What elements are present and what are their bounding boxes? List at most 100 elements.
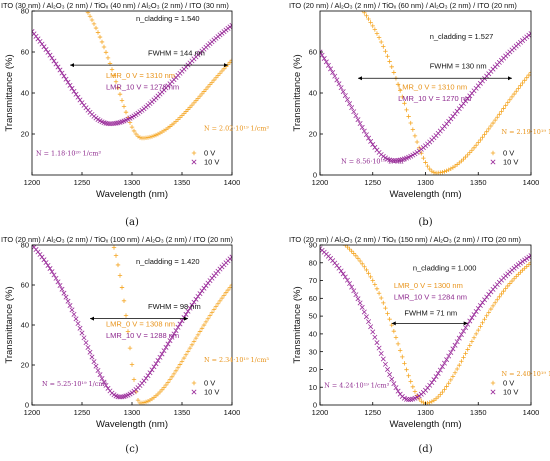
data-point: [391, 70, 397, 75]
data-point: [364, 13, 369, 18]
x-tick-label: 1250: [364, 408, 381, 417]
data-point: [524, 256, 530, 261]
legend-entry: 0 V: [503, 379, 514, 388]
data-point: [179, 318, 185, 324]
data-point: [199, 288, 205, 294]
data-point: [71, 311, 77, 317]
x-tick-label: 1400: [523, 408, 540, 417]
data-point: [431, 377, 437, 383]
data-point: [473, 331, 479, 337]
data-point: [391, 381, 397, 387]
data-point: [67, 303, 73, 308]
data-point: [469, 339, 475, 344]
data-point: [111, 73, 117, 78]
data-point: [65, 298, 71, 304]
series-10v: [32, 22, 232, 127]
data-point: [454, 339, 460, 345]
x-axis-label: Wavelength (nm): [96, 189, 168, 200]
data-point: [478, 137, 483, 143]
data-point: [526, 254, 531, 260]
data-point: [141, 378, 147, 384]
data-point: [370, 142, 376, 147]
data-point: [51, 272, 57, 278]
data-point: [189, 302, 195, 308]
data-point: [467, 343, 473, 348]
x-tick-label: 1300: [417, 178, 434, 187]
data-point: [71, 88, 77, 94]
y-tick-label: 90: [309, 241, 317, 250]
data-point: [478, 324, 483, 329]
legend-entry: 10 V: [204, 158, 219, 167]
data-point: [414, 149, 420, 155]
data-point: [442, 387, 447, 392]
data-point: [53, 275, 59, 281]
data-point: [88, 198, 92, 202]
data-point: [217, 71, 223, 76]
data-point: [173, 328, 179, 334]
y-tick-label: 40: [21, 89, 29, 98]
data-point: [389, 64, 394, 70]
data-point: [149, 134, 155, 139]
data-point: [383, 49, 388, 54]
data-point: [229, 254, 232, 260]
n-cladding-label: n_cladding = 1.420: [136, 257, 200, 266]
data-point: [217, 298, 223, 304]
data-point: [328, 66, 334, 72]
data-point: [370, 329, 376, 335]
carrier-density-10v-label: N = 5.25·10¹⁹ 1/cm³: [42, 380, 107, 388]
data-point: [221, 293, 227, 298]
data-point: [101, 379, 107, 385]
data-point: [207, 82, 213, 87]
data-point: [446, 381, 451, 386]
data-point: [482, 297, 488, 303]
data-point: [444, 168, 449, 173]
data-point: [359, 304, 365, 310]
data-point: [372, 27, 378, 32]
data-point: [87, 349, 93, 355]
data-point: [191, 100, 197, 106]
data-point: [115, 85, 121, 91]
data-point: [77, 97, 83, 103]
fwhm-arrowhead-left: [90, 316, 94, 321]
data-point: [107, 121, 113, 127]
data-point: [324, 230, 328, 234]
data-point: [167, 338, 173, 344]
lmr-10v-label: LMR_10 V = 1284 nm: [394, 292, 467, 301]
data-point: [225, 287, 231, 293]
data-point: [145, 135, 151, 140]
y-tick-label: 60: [21, 281, 29, 290]
data-point: [374, 286, 380, 292]
data-point: [425, 163, 430, 169]
data-point: [526, 72, 531, 78]
data-point: [70, 187, 74, 191]
data-point: [123, 109, 129, 115]
data-point: [463, 154, 468, 160]
data-point: [320, 49, 323, 55]
data-point: [205, 84, 211, 90]
data-point: [344, 97, 350, 103]
data-point: [368, 138, 374, 144]
y-tick-label: 40: [21, 321, 29, 330]
data-point: [131, 128, 137, 134]
data-point: [189, 342, 195, 348]
data-point: [177, 362, 183, 367]
data-point: [318, 227, 322, 231]
data-point: [511, 91, 517, 97]
fwhm-arrowhead-right: [463, 321, 468, 326]
data-point: [61, 73, 67, 79]
panel-caption: (a): [125, 217, 139, 228]
y-axis-label: Transmittance (%): [292, 286, 303, 363]
data-point: [151, 133, 157, 139]
data-point: [338, 268, 344, 274]
data-point: [143, 375, 149, 381]
series-0v: [318, 227, 531, 405]
data-point: [366, 271, 371, 276]
data-point: [433, 396, 439, 401]
legend-marker: [191, 389, 197, 395]
data-point: [64, 185, 68, 189]
data-point: [102, 217, 106, 221]
data-point: [509, 278, 515, 284]
data-point: [357, 300, 363, 306]
data-point: [197, 329, 203, 334]
data-point: [37, 38, 43, 44]
